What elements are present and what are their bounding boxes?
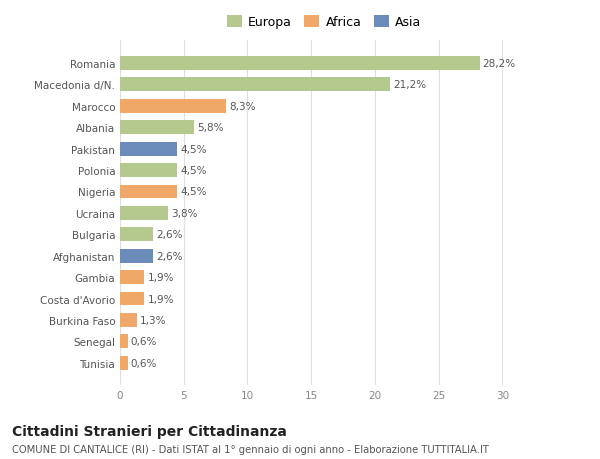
Text: 1,9%: 1,9% xyxy=(148,294,174,304)
Text: 0,6%: 0,6% xyxy=(131,336,157,347)
Text: 3,8%: 3,8% xyxy=(172,208,198,218)
Bar xyxy=(120,313,137,327)
Text: 4,5%: 4,5% xyxy=(181,166,207,176)
Text: 4,5%: 4,5% xyxy=(181,187,207,197)
Bar xyxy=(120,270,144,285)
Bar xyxy=(120,228,153,242)
Text: 21,2%: 21,2% xyxy=(394,80,427,90)
Bar xyxy=(120,292,144,306)
Bar xyxy=(120,164,178,178)
Text: 2,6%: 2,6% xyxy=(157,251,183,261)
Text: 2,6%: 2,6% xyxy=(157,230,183,240)
Text: 1,3%: 1,3% xyxy=(140,315,166,325)
Text: 8,3%: 8,3% xyxy=(229,101,256,112)
Bar xyxy=(120,78,390,92)
Bar xyxy=(120,356,128,370)
Text: 5,8%: 5,8% xyxy=(197,123,224,133)
Text: 4,5%: 4,5% xyxy=(181,145,207,154)
Legend: Europa, Africa, Asia: Europa, Africa, Asia xyxy=(224,14,424,32)
Bar xyxy=(120,142,178,157)
Bar xyxy=(120,100,226,113)
Text: 0,6%: 0,6% xyxy=(131,358,157,368)
Bar xyxy=(120,57,479,71)
Bar xyxy=(120,249,153,263)
Bar xyxy=(120,207,169,220)
Text: Cittadini Stranieri per Cittadinanza: Cittadini Stranieri per Cittadinanza xyxy=(12,425,287,438)
Text: 1,9%: 1,9% xyxy=(148,273,174,282)
Bar xyxy=(120,121,194,135)
Text: 28,2%: 28,2% xyxy=(483,59,516,69)
Text: COMUNE DI CANTALICE (RI) - Dati ISTAT al 1° gennaio di ogni anno - Elaborazione : COMUNE DI CANTALICE (RI) - Dati ISTAT al… xyxy=(12,444,489,454)
Bar xyxy=(120,185,178,199)
Bar xyxy=(120,335,128,348)
